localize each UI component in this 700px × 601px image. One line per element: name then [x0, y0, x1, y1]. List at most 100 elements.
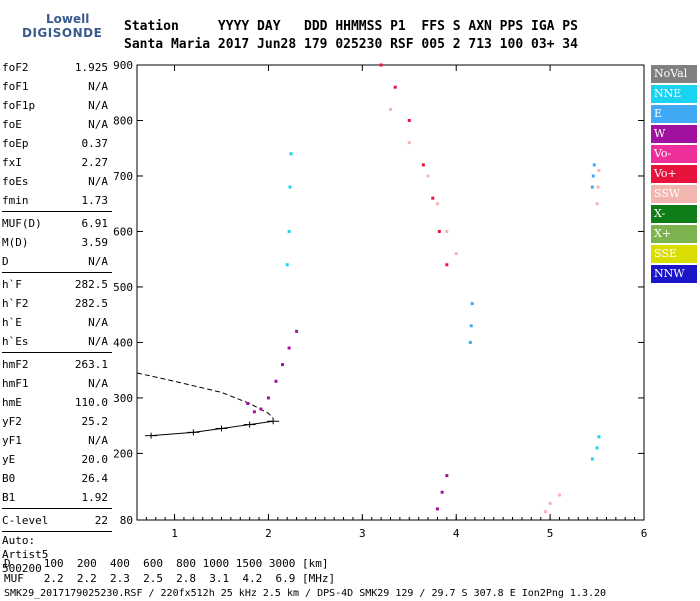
param-key: foEp — [2, 137, 29, 150]
legend-item: SSE — [651, 245, 697, 263]
trace-point — [597, 168, 601, 172]
param-key: yF2 — [2, 415, 22, 428]
param-value: 1.925 — [74, 61, 108, 74]
y-tick-label: 600 — [113, 225, 133, 238]
separator — [2, 272, 112, 273]
separator — [2, 352, 112, 353]
trace-point — [246, 401, 250, 405]
param-row: fmin 1.73 — [2, 191, 112, 210]
param-key: foF1p — [2, 99, 36, 112]
trace-point — [543, 510, 547, 514]
param-value: N/A — [88, 175, 108, 188]
param-row: yF2 25.2 — [2, 412, 112, 431]
param-row: foEp 0.37 — [2, 134, 112, 153]
logo: Lowell DIGISONDE — [8, 8, 118, 44]
param-key: MUF(D) — [2, 217, 42, 230]
trace-point — [426, 174, 430, 178]
trace-point — [590, 457, 594, 461]
virtual-height-line — [151, 420, 274, 437]
param-key: h`Es — [2, 335, 29, 348]
param-row: D N/A — [2, 252, 112, 271]
trace-point — [389, 107, 392, 111]
param-value: 110.0 — [74, 396, 108, 409]
param-value: 3.59 — [81, 236, 109, 249]
param-key: hmE — [2, 396, 22, 409]
x-tick-label: 2 — [265, 527, 272, 540]
trace-point — [285, 263, 289, 267]
legend-item: NNW — [651, 265, 697, 283]
param-row: C-level 22 — [2, 511, 112, 530]
legend-item: Vo- — [651, 145, 697, 163]
param-value: N/A — [88, 99, 108, 112]
param-row: h`F2 282.5 — [2, 294, 112, 313]
trace-point — [470, 302, 474, 306]
param-key: foE — [2, 118, 22, 131]
y-tick-label: 80 — [120, 514, 133, 527]
autoscale-label: Auto: — [2, 534, 36, 547]
trace-point — [421, 163, 425, 167]
param-row: M(D) 3.59 — [2, 233, 112, 252]
trace-point — [435, 202, 439, 206]
trace-point — [259, 407, 263, 411]
trace-point — [288, 185, 292, 189]
distance-line: D 100 200 400 600 800 1000 1500 3000 [km… — [4, 557, 329, 570]
param-key: fmin — [2, 194, 29, 207]
param-value: 263.1 — [74, 358, 108, 371]
plot-frame — [136, 64, 645, 521]
trace-point — [595, 202, 599, 206]
y-tick-label: 500 — [113, 281, 133, 294]
x-tick-label: 4 — [453, 527, 460, 540]
param-value: N/A — [88, 316, 108, 329]
separator — [2, 211, 112, 212]
autoscale-label: 500200 — [2, 562, 42, 575]
x-tick-label: 3 — [359, 527, 366, 540]
footer: D 100 200 400 600 800 1000 1500 3000 [km… — [4, 556, 606, 601]
trace-point — [596, 185, 600, 189]
legend-item: Vo+ — [651, 165, 697, 183]
param-value: N/A — [88, 335, 108, 348]
param-value: 1.73 — [81, 194, 109, 207]
trace-point — [437, 229, 441, 233]
param-value: 6.91 — [81, 217, 109, 230]
param-row: hmF2 263.1 — [2, 355, 112, 374]
param-row: foF1 N/A — [2, 77, 112, 96]
param-row: MUF(D) 6.91 — [2, 214, 112, 233]
param-key: yE — [2, 453, 16, 466]
param-value: N/A — [88, 434, 108, 447]
trace-point — [595, 446, 599, 450]
trace-point — [295, 329, 299, 333]
trace-point — [597, 435, 601, 439]
y-tick-label: 900 — [113, 59, 133, 72]
param-row: hmE 110.0 — [2, 393, 112, 412]
trace-point — [379, 63, 383, 67]
y-tick-label: 300 — [113, 392, 133, 405]
legend-item: NNE — [651, 85, 697, 103]
y-tick-label: 700 — [113, 170, 133, 183]
profile-line — [136, 372, 274, 419]
legend-item: X+ — [651, 225, 697, 243]
header-line1: Station YYYY DAY DDD HHMMSS P1 FFS S AXN… — [124, 19, 578, 34]
param-value: 20.0 — [81, 453, 109, 466]
trace-point — [393, 85, 397, 89]
trace-point — [266, 396, 270, 400]
param-key: h`F2 — [2, 297, 29, 310]
legend-item: E — [651, 105, 697, 123]
trace-point — [468, 340, 472, 344]
param-value: N/A — [88, 377, 108, 390]
y-tick-label: 400 — [113, 336, 133, 349]
source-line: SMK29_2017179025230.RSF / 220fx512h 25 k… — [4, 588, 607, 599]
param-row: B1 1.92 — [2, 488, 112, 507]
param-key: B1 — [2, 491, 16, 504]
trace-point — [435, 507, 439, 511]
trace-point — [445, 474, 449, 478]
legend-item: X- — [651, 205, 697, 223]
legend-item: NoVal — [651, 65, 697, 83]
param-value: 2.27 — [81, 156, 109, 169]
legend-item: SSW — [651, 185, 697, 203]
x-tick-label: 1 — [171, 527, 178, 540]
param-row: foF1p N/A — [2, 96, 112, 115]
trace-point — [252, 410, 256, 414]
trace-point — [287, 346, 291, 350]
param-value: 0.37 — [81, 137, 109, 150]
param-row: h`Es N/A — [2, 332, 112, 351]
